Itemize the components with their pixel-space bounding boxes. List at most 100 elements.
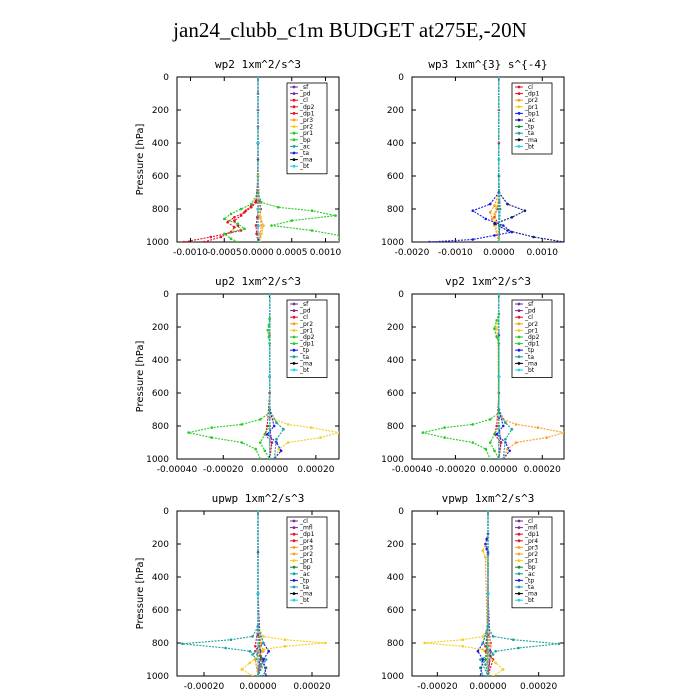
legend-marker <box>517 546 521 549</box>
legend-label: _pr1 <box>299 558 313 565</box>
series-line-pr1 <box>424 511 505 676</box>
series-point <box>224 646 227 650</box>
legend-marker <box>292 125 296 128</box>
series-point <box>497 158 501 161</box>
y-tick-label: 200 <box>152 540 169 550</box>
series-point <box>210 436 213 439</box>
panel-title: upwp 1xm^2/s^3 <box>212 492 305 505</box>
panel-title: wp2 1xm^2/s^3 <box>215 58 301 71</box>
series-point <box>256 240 260 242</box>
panel-4: vp2 1xm^2/s^3 0 200 400 600 800 1000-0.00040 -0… <box>381 275 565 475</box>
legend-label: _dp1 <box>524 531 540 538</box>
series-point <box>266 329 270 332</box>
series-point <box>209 235 213 239</box>
legend-marker <box>292 322 296 326</box>
legend-marker <box>292 335 296 339</box>
x-tick-label: 0.0000 <box>483 248 515 258</box>
series-point <box>562 240 564 242</box>
series-point <box>491 217 494 221</box>
legend-label: _tp <box>524 577 534 584</box>
series-point <box>497 375 501 378</box>
series-point <box>233 219 236 222</box>
series-line-ac <box>493 77 564 242</box>
y-tick-label: 800 <box>387 639 404 649</box>
panel-2: wp3 1xm^{3} s^{-4}02004006008001000-0.00… <box>381 58 565 258</box>
legend-marker <box>517 519 521 523</box>
legend-marker <box>292 546 296 549</box>
series-point <box>226 220 229 224</box>
legend: _sf_pd_cl_dp2_dp1_pr3_pr2_pr1_bp_ac_ta_m… <box>286 82 328 175</box>
series-point <box>260 232 263 236</box>
y-axis-label: Pressure [hPa] <box>135 558 146 630</box>
y-tick-label: 1000 <box>146 238 169 248</box>
legend-label: _cl <box>299 518 308 525</box>
legend-label: _dp1 <box>299 341 315 348</box>
legend-marker <box>292 559 296 562</box>
x-tick-label: 0.0010 <box>527 248 559 258</box>
series-point <box>484 663 487 666</box>
series-point <box>488 418 492 421</box>
y-tick-label: 200 <box>387 323 404 333</box>
legend-marker <box>292 592 296 595</box>
series-point <box>486 592 490 595</box>
legend-label: _tp <box>524 347 534 354</box>
series-point <box>481 549 485 552</box>
y-tick-label: 200 <box>152 323 169 333</box>
legend-label: _ta <box>524 354 534 361</box>
series-group <box>187 294 339 459</box>
y-tick-label: 600 <box>152 606 169 616</box>
legend-label: _pr4 <box>299 538 313 545</box>
series-point <box>268 457 271 459</box>
plot-frame <box>411 76 565 243</box>
series-point <box>504 421 507 425</box>
y-tick-label: 400 <box>152 356 169 366</box>
series-point <box>264 674 268 676</box>
series-point <box>443 426 446 429</box>
legend-marker <box>517 145 521 148</box>
legend-marker <box>292 362 296 365</box>
series-point <box>248 650 252 653</box>
legend-marker <box>292 112 296 115</box>
y-tick-label: 0 <box>398 290 404 300</box>
panel-1: wp2 1xm^2/s^3 0 200 400 600 800 1000 -0.0010 -0.… <box>135 58 342 258</box>
legend-label: _pr2 <box>299 124 313 131</box>
series-point <box>481 641 485 645</box>
legend-marker <box>292 532 296 536</box>
series-point <box>260 224 263 227</box>
legend-label: _bt <box>299 163 310 170</box>
series-point <box>229 237 233 240</box>
series-group <box>182 77 339 242</box>
legend-marker <box>292 526 296 529</box>
legend-label: _pr1 <box>524 327 538 334</box>
x-tick-label: 0.00020 <box>524 465 561 475</box>
legend-label: _ma <box>299 591 313 598</box>
series-point <box>495 206 499 209</box>
legend-marker <box>517 322 521 326</box>
legend-marker <box>517 125 521 128</box>
legend-label: _ma <box>524 360 538 367</box>
legend-label: _pd <box>299 308 311 315</box>
legend-label: _dp2 <box>299 334 315 341</box>
legend-marker <box>517 315 521 319</box>
legend-marker <box>292 85 296 89</box>
legend-label: _pr1 <box>299 327 313 334</box>
legend-marker <box>517 559 521 562</box>
series-point <box>443 436 446 439</box>
x-tick-label: -0.00020 <box>417 682 458 692</box>
legend-label: _bt <box>524 143 535 150</box>
legend-label: _dp1 <box>299 110 315 117</box>
series-point <box>268 416 271 420</box>
legend-label: _pd <box>299 91 311 98</box>
series-point <box>258 240 262 242</box>
legend-marker <box>517 98 521 102</box>
legend-marker <box>517 592 521 595</box>
series-point <box>493 222 496 226</box>
series-point <box>491 653 495 656</box>
series-point <box>256 511 260 513</box>
series-point <box>279 449 283 453</box>
series-point <box>251 674 254 676</box>
legend-label: _bt <box>524 597 535 604</box>
y-tick-label: 600 <box>152 389 169 399</box>
series-point <box>283 638 287 641</box>
series-point <box>504 437 507 441</box>
